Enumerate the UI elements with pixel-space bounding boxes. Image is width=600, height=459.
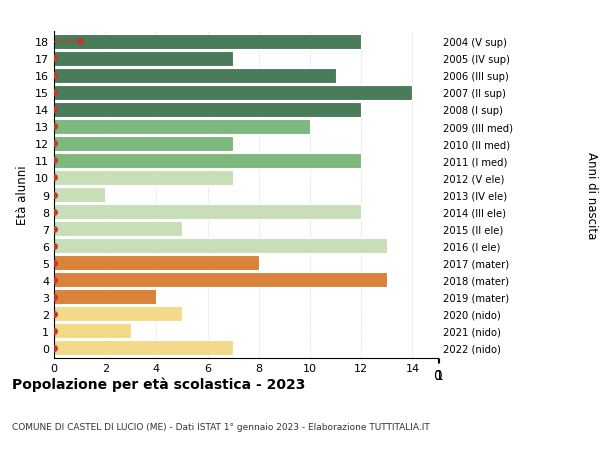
Bar [54,307,182,321]
Bar [54,188,105,202]
Bar [54,120,310,134]
Bar [54,154,361,168]
Bar [54,205,361,219]
Bar [54,256,259,270]
Y-axis label: Età alunni: Età alunni [16,165,29,225]
Bar [54,324,131,338]
Bar [54,52,233,67]
Bar [54,86,412,101]
Bar [54,290,157,304]
Text: COMUNE DI CASTEL DI LUCIO (ME) - Dati ISTAT 1° gennaio 2023 - Elaborazione TUTTI: COMUNE DI CASTEL DI LUCIO (ME) - Dati IS… [12,422,430,431]
Bar [54,239,387,253]
Bar [54,171,233,185]
Bar [54,273,387,287]
Bar [54,35,361,50]
Text: Anni di nascita: Anni di nascita [584,151,598,239]
Text: Popolazione per età scolastica - 2023: Popolazione per età scolastica - 2023 [12,376,305,391]
Bar [54,103,361,118]
Bar [54,222,182,236]
Bar [54,69,335,84]
Bar [54,341,233,355]
Bar [54,137,233,151]
